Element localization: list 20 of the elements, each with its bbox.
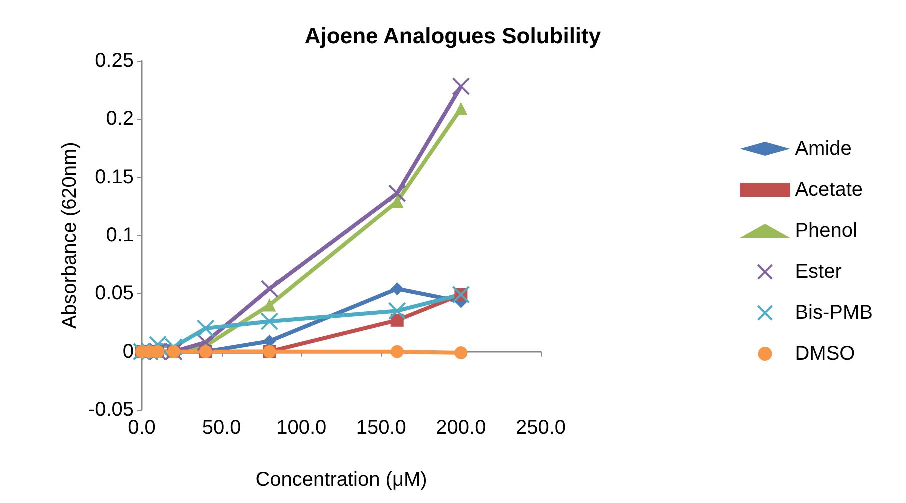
x-tick-label: 100.0 xyxy=(276,417,327,439)
x-tick-label: 150.0 xyxy=(356,417,406,439)
y-axis-title: Absorbance (620nm) xyxy=(59,142,81,329)
y-tick-label: 0.15 xyxy=(95,166,134,188)
y-tick-label: 0.25 xyxy=(95,50,134,72)
y-tick-label: 0.05 xyxy=(95,282,134,305)
legend-label: Ester xyxy=(795,261,842,283)
x-tick-label: 250.0 xyxy=(516,417,566,439)
y-tick-label: 0.1 xyxy=(106,224,134,246)
x-tick-label: 200.0 xyxy=(436,417,486,439)
legend-label: Bis-PMB xyxy=(795,302,874,324)
y-tick-label: 0 xyxy=(122,340,134,363)
x-axis-title: Concentration (μM) xyxy=(256,469,428,491)
chart-title: Ajoene Analogues Solubility xyxy=(304,24,602,48)
legend-label: DMSO xyxy=(795,343,856,365)
legend-label: Phenol xyxy=(795,220,858,242)
legend-label: Amide xyxy=(795,138,852,160)
legend-label: Acetate xyxy=(795,179,864,201)
y-tick-label: 0.2 xyxy=(106,108,134,130)
x-tick-label: 50.0 xyxy=(202,417,242,439)
